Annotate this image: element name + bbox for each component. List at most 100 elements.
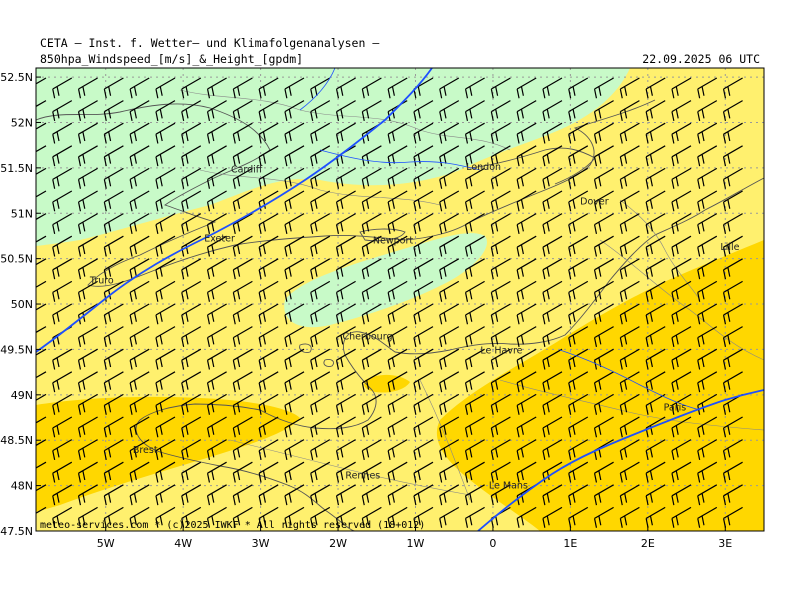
wind-barb [258,416,279,438]
wind-barb [671,235,692,257]
wind-barb [387,167,408,189]
wind-barb [619,258,640,280]
border-path [179,89,511,151]
wind-barb [516,461,537,483]
wind-barb [181,461,202,483]
wind-barb [52,77,73,99]
wind-barb [310,167,331,189]
wind-barb [232,393,253,415]
wind-barb [516,145,537,167]
lat-tick-label: 52N [11,116,33,129]
wind-barb [568,303,589,325]
wind-barb [413,235,434,257]
wind-barb [439,439,460,461]
wind-barb [516,167,537,189]
wind-barb [181,167,202,189]
wind-barb [103,100,124,122]
wind-barb [77,484,98,506]
wind-barb [52,258,73,280]
wind-barb [155,326,176,348]
wind-barb [413,258,434,280]
wind-barb [490,280,511,302]
wind-barb [490,393,511,415]
wind-barb [593,393,614,415]
wind-barb [258,235,279,257]
wind-barb [232,439,253,461]
wind-barb [52,167,73,189]
wind-barb [181,439,202,461]
wind-barb [490,167,511,189]
wind-barb [645,461,666,483]
wind-barb [593,258,614,280]
wind-barb [413,439,434,461]
wind-barb [697,213,718,235]
city-label: Le Mans [489,481,528,492]
wind-barb [697,167,718,189]
wind-barb [361,348,382,370]
wind-barb [697,348,718,370]
wind-barb [516,280,537,302]
wind-barb [464,439,485,461]
wind-barb [593,506,614,528]
wind-barb [232,280,253,302]
wind-barb [129,145,150,167]
wind-barb [722,167,743,189]
wind-barb [671,77,692,99]
wind-barb [52,506,73,528]
wind-barb [77,258,98,280]
wind-barb [464,258,485,280]
wind-barb [593,77,614,99]
wind-barb [593,484,614,506]
wind-barb [155,167,176,189]
wind-barb [181,371,202,393]
wind-barb [335,213,356,235]
admin-borders [179,89,764,501]
wind-barb [258,100,279,122]
wind-barb [722,235,743,257]
border-path [419,379,471,501]
wind-barb [697,461,718,483]
wind-barb [593,122,614,144]
valid-time: 22.09.2025 06 UTC [642,52,760,66]
lon-tick-label: 1W [407,537,425,550]
wind-barb [284,280,305,302]
wind-barb [439,190,460,212]
wind-barb [439,303,460,325]
wind-barb [568,371,589,393]
wind-barb [181,213,202,235]
wind-barb [52,393,73,415]
height-contour-north [36,68,433,353]
wind-barb [464,371,485,393]
wind-barb [464,100,485,122]
wind-barb [103,213,124,235]
wind-barb [335,122,356,144]
wind-barb [542,461,563,483]
wind-barb [361,393,382,415]
wind-barb [206,235,227,257]
wind-barb [335,484,356,506]
wind-barb [387,439,408,461]
map-axes: 52.5N 52N 51.5N 51N 50.5N 50N 49.5N 49N 48.5N 48N… [0,71,732,550]
lat-tick-label: 52.5N [0,71,33,84]
wind-barb [232,77,253,99]
wind-barb [464,145,485,167]
wind-barb [310,303,331,325]
wind-barb [129,303,150,325]
wind-barb [568,280,589,302]
wind-barb [103,167,124,189]
wind-barb [516,122,537,144]
wind-barb [568,393,589,415]
wind-barb [645,348,666,370]
wind-barb [335,190,356,212]
wind-barb [593,100,614,122]
wind-barb [619,326,640,348]
wind-barb [568,100,589,122]
wind-barb [413,326,434,348]
lat-tick-label: 50.5N [0,253,33,266]
wind-barb [310,461,331,483]
wind-barb [593,213,614,235]
wind-barb [490,484,511,506]
wind-barb [103,145,124,167]
wind-barb [77,167,98,189]
wind-barb [77,461,98,483]
